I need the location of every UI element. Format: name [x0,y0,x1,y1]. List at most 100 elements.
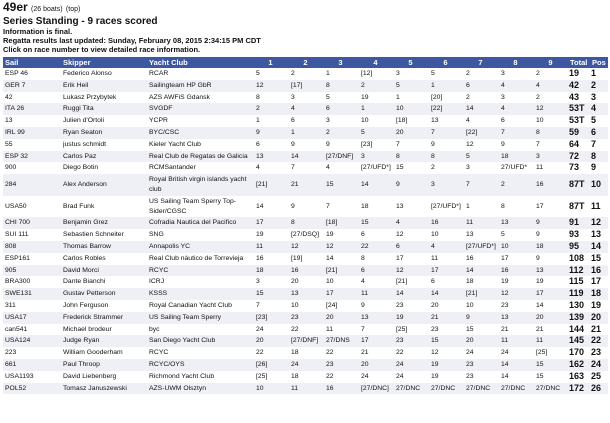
position-cell: 2 [590,79,608,92]
race-5-score-cell: 10 [393,103,428,116]
race-5-score-cell: 4 [393,217,428,230]
total-points-cell: 19 [569,68,580,78]
sail-number-cell: ESP 32 [3,150,61,163]
sail-number-cell: SUI 111 [5,231,29,239]
race-1-score-cell: 10 [253,382,288,395]
race-7-score-cell: 9 [463,311,498,324]
race-8-score-cell: 27/UFD* [501,164,528,172]
position-cell: 16 [590,264,608,277]
standings-row: 905 David Morci RCYC 18 16 [21] 6 12 17 14 16 13 112… [3,264,608,277]
race-3-score-cell: 20 [323,311,358,324]
race-2-score-cell: 9 [291,202,295,210]
sail-number-cell: SWE131 [3,288,61,300]
race-6-score-cell: [22] [428,103,463,116]
race-9-score-cell: 13 [533,264,568,277]
standings-row: IRL 99 Ryan Seaton BYC/CSC 9 1 2 5 20 7 [22] 7 8 59 6 [3,126,608,139]
race-4-score-cell: 17 [358,335,393,348]
race-6-score-cell: 2 [431,164,435,172]
position-cell: 1 [591,68,597,78]
total-points-cell: 162 [568,358,590,371]
standings-row: 55 justus schmidt Kieler Yacht Club 6 9 9 [23]… [3,139,608,151]
race-2-score-cell: 12 [288,240,323,253]
race-7-score-cell: 15 [466,325,474,333]
race-8-score-cell: 27/DNC [498,382,533,395]
race-1-link[interactable]: 1 [253,57,288,68]
race-8-score-cell: 11 [498,335,533,348]
race-2-score-cell: 11 [288,382,323,395]
race-9-score-cell: 20 [533,311,568,324]
race-8-score-cell: 16 [498,264,533,277]
skipper-cell: William Gooderham [63,349,123,357]
race-8-score-cell: 18 [498,150,533,163]
race-4-link[interactable]: 4 [358,57,393,68]
race-4-score-cell: 2 [358,79,393,92]
race-6-score-cell: 11 [431,254,439,262]
position-cell: 25 [591,370,602,381]
race-4-score-cell: 20 [358,358,393,371]
standings-row: 13 Julien d'Ortoli YCPR 1 6 3 10 [18] 13 4 6 10 53T 5 [3,115,608,127]
race-8-link[interactable]: 8 [498,57,533,68]
race-5-score-cell: 15 [396,164,404,172]
race-5-score-cell: 7 [396,140,400,148]
yacht-club-cell: Sailingteam HP GbR [147,79,253,92]
race-6-score-cell: 3 [428,174,463,196]
sail-number-cell: 905 [3,264,61,277]
race-3-score-cell: 8 [323,79,358,92]
race-1-score-cell: 22 [256,349,264,357]
race-7-score-cell: [22] [463,126,498,139]
race-4-score-cell: 1 [358,103,393,116]
race-5-score-cell: 1 [396,93,400,101]
race-3-link[interactable]: 3 [323,57,358,68]
race-1-score-cell: 9 [253,126,288,139]
race-2-score-cell: 4 [288,103,323,116]
race-1-score-cell: [25] [256,372,268,380]
race-7-score-cell: 14 [463,103,498,116]
race-7-score-cell: 23 [466,372,474,380]
race-2-score-cell: 1 [288,126,323,139]
race-1-score-cell: 13 [253,150,288,163]
race-2-link[interactable]: 2 [288,57,323,68]
standings-row: POL52 Tomasz Januszewski AZS-UWM Olsztyn 10… [3,382,608,395]
race-1-score-cell: 24 [256,325,264,333]
skipper-cell: Frederick Strammer [61,311,147,324]
yacht-club-cell: Kieler Yacht Club [149,140,201,148]
race-7-link[interactable]: 7 [463,57,498,68]
race-7-score-cell: 16 [466,254,474,262]
race-9-score-cell: 19 [536,278,544,286]
race-9-score-cell: 17 [533,288,568,300]
total-points-cell: 64 [569,138,580,149]
race-5-score-cell: 22 [396,349,404,357]
yacht-club-cell: Real Club náutico de Torrevieja [149,254,244,262]
skipper-cell: justus schmidt [63,140,107,148]
race-9-score-cell: 21 [536,325,544,333]
sail-number-cell: 42 [5,93,13,101]
race-9-link[interactable]: 9 [533,57,568,68]
race-6-link[interactable]: 6 [428,57,463,68]
race-3-score-cell: 7 [326,202,330,210]
race-8-score-cell: 6 [501,117,505,125]
race-3-score-cell: 22 [326,349,334,357]
position-column-header: Pos [590,57,608,68]
race-7-score-cell: 1 [466,202,470,210]
position-cell: 6 [590,126,608,139]
race-4-score-cell: 19 [361,93,369,101]
race-2-score-cell: 23 [288,311,323,324]
standings-row: SWE131 Gustav Petterson KSSS 15 13 17 11 14 14 [2… [3,288,608,300]
race-5-score-cell: 5 [393,79,428,92]
race-1-score-cell: 14 [256,202,264,210]
race-5-link[interactable]: 5 [393,57,428,68]
race-7-score-cell: 23 [463,358,498,371]
sail-number-cell: USA17 [3,311,61,324]
top-link[interactable]: (top) [65,6,81,13]
race-3-score-cell: 27/DNS [323,335,358,348]
skipper-cell: Brad Funk [63,202,95,210]
position-cell: 14 [590,240,608,253]
race-1-score-cell: 2 [253,103,288,116]
skipper-cell: David Morci [61,264,147,277]
race-6-score-cell: 21 [428,311,463,324]
standings-row: 808 Thomas Barrow Annapolis YC 11 12 12 22 6 4 [2… [3,240,608,253]
race-5-score-cell: 20 [393,126,428,139]
last-updated-text: Regatta results last updated: Sunday, Fe… [3,36,261,45]
race-6-score-cell: 8 [428,150,463,163]
race-2-score-cell: 6 [291,117,295,125]
